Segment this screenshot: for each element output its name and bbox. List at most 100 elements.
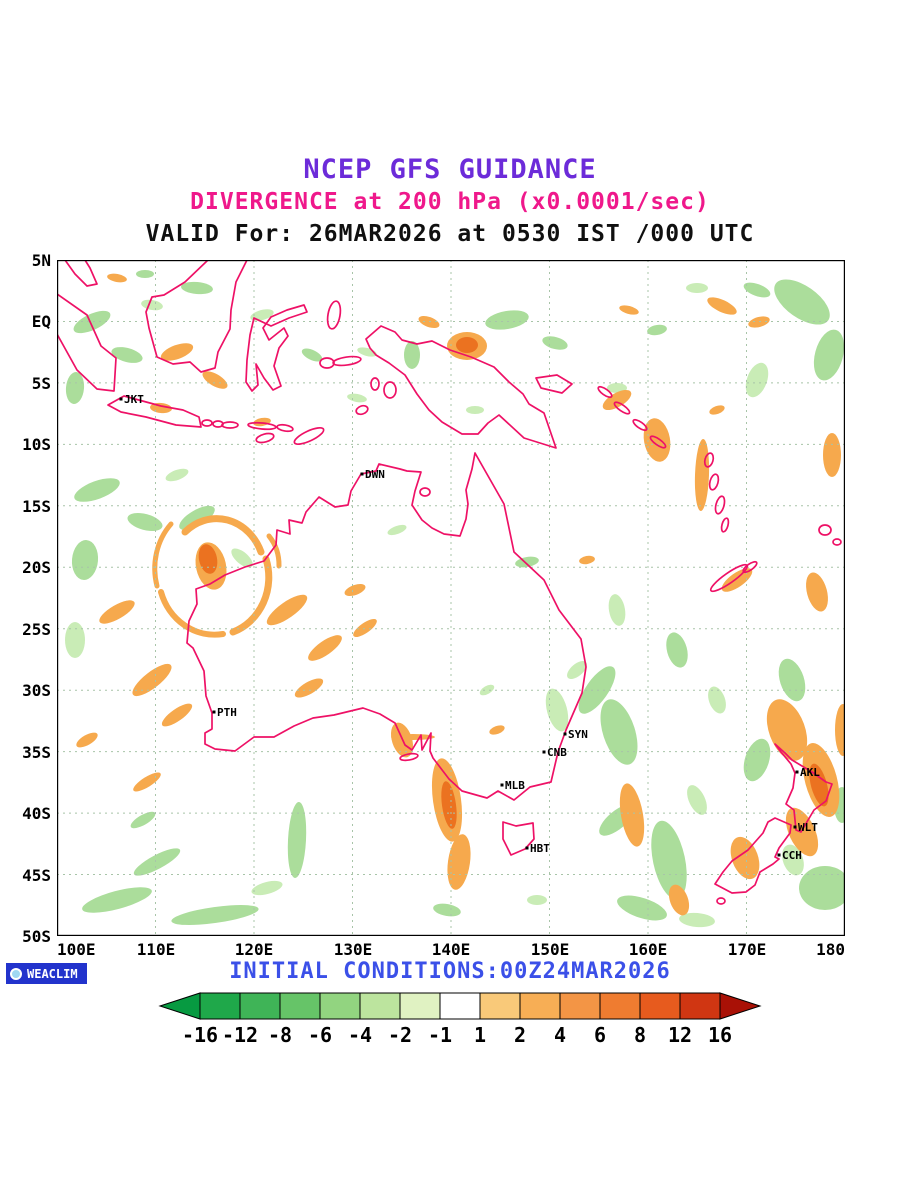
lon-axis-label: 150E: [530, 940, 570, 959]
colorbar-segment: [359, 992, 401, 1020]
colorbar-segment: [439, 992, 481, 1020]
shading-negative: [136, 270, 154, 278]
coast-buru: [319, 357, 335, 369]
lat-axis-label: 30S: [22, 681, 51, 700]
city-marker: [563, 732, 567, 736]
coast-island: [276, 423, 294, 433]
shading-positive: [707, 297, 737, 315]
shading-negative: [179, 505, 215, 531]
city-label: AKL: [800, 766, 820, 779]
coast-solomons: [613, 401, 631, 415]
shading-negative: [141, 299, 163, 311]
colorbar-tick-label: -4: [347, 1023, 373, 1047]
colorbar-segment: [519, 992, 561, 1020]
shading-positive: [294, 678, 324, 698]
colorbar-segment: [599, 992, 641, 1020]
grid-layer: [57, 260, 845, 936]
shading-positive: [76, 732, 98, 748]
shading-positive: [730, 836, 760, 880]
lon-axis-label: 140E: [431, 940, 471, 959]
coast-australia: [186, 452, 587, 801]
colorbar-arrow-right: [719, 992, 762, 1020]
shading-negative: [485, 310, 529, 330]
shading-positive: [619, 305, 639, 315]
shading-negative: [743, 738, 771, 782]
city-label: HBT: [530, 842, 550, 855]
shading-positive: [202, 371, 228, 389]
colorbar-tick-label: 8: [633, 1023, 647, 1047]
shading-positive: [107, 273, 127, 283]
lat-axis-label: 5S: [31, 374, 51, 393]
lat-axis-label: 45S: [22, 866, 51, 885]
colorbar-segment: [559, 992, 601, 1020]
colorbar: [158, 992, 762, 1020]
lat-axis-label: 25S: [22, 620, 51, 639]
colorbar-tick-label: 2: [513, 1023, 527, 1047]
shading-negative: [251, 880, 283, 896]
logo-circle-icon: [10, 967, 22, 980]
coast-sumbawa: [221, 421, 239, 429]
coast-kangaroo-island: [399, 752, 419, 762]
shading-positive: [823, 433, 841, 477]
coast-vanuatu: [703, 452, 715, 468]
cyclone-spiral-band: [152, 521, 174, 589]
lat-axis-label: 50S: [22, 927, 51, 946]
lat-axis-label: 10S: [22, 435, 51, 454]
cyclone-spiral-band: [158, 589, 226, 638]
shading-negative: [387, 524, 407, 536]
city-marker: [500, 783, 504, 787]
logo-text: WEACLIM: [27, 966, 78, 981]
lon-axis-label: 110E: [136, 940, 176, 959]
coast-flores: [247, 421, 277, 431]
coast-seram: [332, 355, 362, 367]
colorbar-tick-label: 1: [473, 1023, 487, 1047]
colorbar-tick-label: -6: [307, 1023, 333, 1047]
shading-negative: [133, 848, 181, 876]
shading-negative: [127, 512, 163, 532]
colorbar-tick-label: 16: [707, 1023, 733, 1047]
shading-negative: [171, 904, 259, 926]
shading-positive: [198, 544, 218, 574]
shading-negative: [679, 912, 715, 928]
coast-sumba: [255, 432, 275, 444]
shading-positive: [806, 572, 828, 612]
map-frame: [56, 259, 846, 937]
shading-negative: [479, 684, 495, 696]
shading-negative: [404, 341, 420, 369]
shading-negative: [686, 283, 708, 293]
shading-negative: [708, 686, 726, 714]
coast-borneo: [145, 259, 248, 373]
cyclone-spiral-band: [181, 515, 265, 556]
shading-positive: [161, 703, 193, 727]
coast-vanuatu: [708, 473, 720, 491]
coast-solomons: [597, 385, 613, 399]
coast-kei: [370, 377, 380, 391]
shading-negative: [647, 324, 667, 336]
coast-vanuatu: [714, 495, 726, 515]
shading-negative: [743, 282, 771, 298]
shading-negative: [433, 903, 461, 917]
coast-timor: [293, 427, 325, 445]
colorbar-tick-label: -16: [181, 1023, 219, 1047]
shading-negative: [608, 594, 626, 626]
coast-nz-south-island: [714, 817, 792, 894]
cyclone-spiral-band: [229, 555, 273, 636]
shading-positive: [721, 568, 753, 592]
shading-negative: [545, 688, 569, 732]
city-marker: [777, 853, 781, 857]
coast-new-britain: [535, 374, 573, 394]
city-marker: [795, 770, 799, 774]
shading-positive: [99, 600, 135, 624]
colorbar-tick-label: -2: [387, 1023, 413, 1047]
lat-axis-label: EQ: [31, 312, 51, 331]
shading-positive: [785, 807, 819, 857]
city-label: SYN: [568, 728, 588, 741]
shading-negative: [287, 802, 307, 878]
coast-aru: [383, 381, 397, 399]
shading-negative: [165, 468, 189, 482]
coast-loyalty-islands: [742, 560, 758, 574]
shading-negative: [71, 540, 99, 580]
shading-negative: [73, 310, 111, 334]
colorbar-tick-label: 4: [553, 1023, 567, 1047]
coast-new-guinea: [365, 325, 557, 449]
